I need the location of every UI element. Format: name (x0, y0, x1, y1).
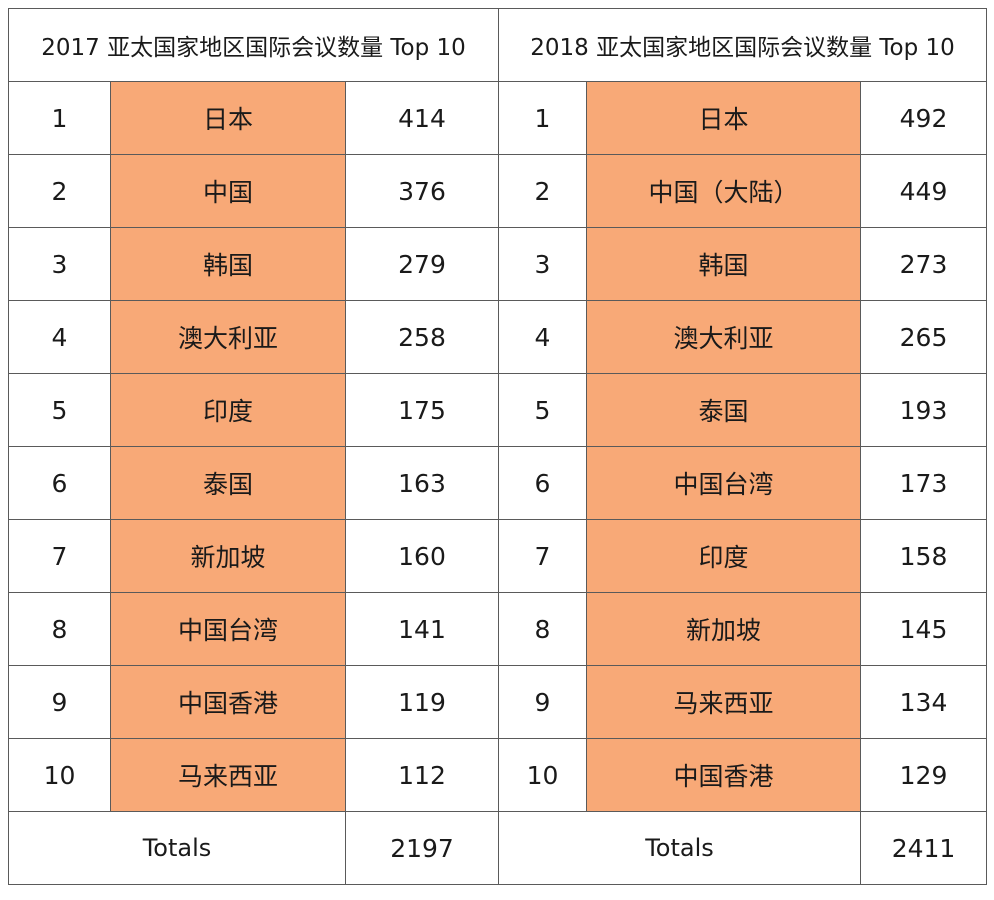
rank-cell: 1 (498, 81, 587, 155)
value-cell: 414 (345, 81, 499, 155)
rank-cell: 7 (498, 519, 587, 593)
name-cell: 中国台湾 (110, 592, 346, 666)
rank-cell: 4 (498, 300, 587, 374)
rank-cell: 5 (8, 373, 111, 447)
table-row: 6 中国台湾 173 (498, 446, 987, 520)
value-cell: 145 (860, 592, 987, 666)
table-row: 7 新加坡 160 (8, 519, 499, 593)
value-cell: 134 (860, 665, 987, 739)
rank-cell: 9 (498, 665, 587, 739)
name-cell: 中国 (110, 154, 346, 228)
name-cell: 马来西亚 (110, 738, 346, 812)
totals-value: 2411 (860, 811, 987, 885)
name-cell: 日本 (110, 81, 346, 155)
name-cell: 泰国 (110, 446, 346, 520)
name-cell: 印度 (110, 373, 346, 447)
rank-cell: 10 (498, 738, 587, 812)
value-cell: 273 (860, 227, 987, 301)
table-row: 8 中国台湾 141 (8, 592, 499, 666)
name-cell: 印度 (586, 519, 861, 593)
value-cell: 141 (345, 592, 499, 666)
name-cell: 中国台湾 (586, 446, 861, 520)
name-cell: 韩国 (586, 227, 861, 301)
table-row: 4 澳大利亚 265 (498, 300, 987, 374)
name-cell: 澳大利亚 (110, 300, 346, 374)
table-row: 7 印度 158 (498, 519, 987, 593)
table-row: 6 泰国 163 (8, 446, 499, 520)
totals-label: Totals (498, 811, 861, 885)
value-cell: 193 (860, 373, 987, 447)
table-title: 2018 亚太国家地区国际会议数量 Top 10 (498, 8, 987, 82)
table-row: 3 韩国 273 (498, 227, 987, 301)
table-body: 1 日本 414 2 中国 376 3 韩国 279 4 澳大利亚 258 5 印度 175 6 泰国 163 7 新… (8, 81, 499, 812)
table-row: 8 新加坡 145 (498, 592, 987, 666)
name-cell: 中国香港 (110, 665, 346, 739)
table-row: 9 马来西亚 134 (498, 665, 987, 739)
rank-cell: 2 (498, 154, 587, 228)
table-2017: 2017 亚太国家地区国际会议数量 Top 10 1 日本 414 2 中国 376 3 韩国… (8, 8, 499, 885)
value-cell: 258 (345, 300, 499, 374)
value-cell: 129 (860, 738, 987, 812)
rank-cell: 3 (8, 227, 111, 301)
value-cell: 119 (345, 665, 499, 739)
name-cell: 泰国 (586, 373, 861, 447)
rank-cell: 10 (8, 738, 111, 812)
value-cell: 265 (860, 300, 987, 374)
rank-cell: 1 (8, 81, 111, 155)
value-cell: 279 (345, 227, 499, 301)
rank-cell: 4 (8, 300, 111, 374)
value-cell: 449 (860, 154, 987, 228)
value-cell: 376 (345, 154, 499, 228)
rank-cell: 3 (498, 227, 587, 301)
value-cell: 173 (860, 446, 987, 520)
totals-label: Totals (8, 811, 346, 885)
totals-value: 2197 (345, 811, 499, 885)
table-row: 2 中国 376 (8, 154, 499, 228)
rank-cell: 8 (498, 592, 587, 666)
table-row: 1 日本 414 (8, 81, 499, 155)
rank-cell: 5 (498, 373, 587, 447)
name-cell: 中国香港 (586, 738, 861, 812)
value-cell: 163 (345, 446, 499, 520)
table-row: 9 中国香港 119 (8, 665, 499, 739)
table-row: 1 日本 492 (498, 81, 987, 155)
rank-cell: 7 (8, 519, 111, 593)
value-cell: 112 (345, 738, 499, 812)
table-2018: 2018 亚太国家地区国际会议数量 Top 10 1 日本 492 2 中国（大陆） 44… (498, 8, 987, 885)
value-cell: 158 (860, 519, 987, 593)
rank-cell: 9 (8, 665, 111, 739)
table-row: 5 印度 175 (8, 373, 499, 447)
rank-cell: 8 (8, 592, 111, 666)
rank-cell: 2 (8, 154, 111, 228)
table-row: 3 韩国 279 (8, 227, 499, 301)
name-cell: 日本 (586, 81, 861, 155)
table-row: 4 澳大利亚 258 (8, 300, 499, 374)
name-cell: 新加坡 (110, 519, 346, 593)
name-cell: 新加坡 (586, 592, 861, 666)
name-cell: 中国（大陆） (586, 154, 861, 228)
table-row: 2 中国（大陆） 449 (498, 154, 987, 228)
table-row: 10 中国香港 129 (498, 738, 987, 812)
table-body: 1 日本 492 2 中国（大陆） 449 3 韩国 273 4 澳大利亚 265 5 泰国 193 6 中国台… (498, 81, 987, 812)
name-cell: 澳大利亚 (586, 300, 861, 374)
value-cell: 175 (345, 373, 499, 447)
value-cell: 160 (345, 519, 499, 593)
name-cell: 马来西亚 (586, 665, 861, 739)
table-title: 2017 亚太国家地区国际会议数量 Top 10 (8, 8, 499, 82)
rank-cell: 6 (8, 446, 111, 520)
value-cell: 492 (860, 81, 987, 155)
table-row: 10 马来西亚 112 (8, 738, 499, 812)
rank-cell: 6 (498, 446, 587, 520)
table-row: 5 泰国 193 (498, 373, 987, 447)
name-cell: 韩国 (110, 227, 346, 301)
